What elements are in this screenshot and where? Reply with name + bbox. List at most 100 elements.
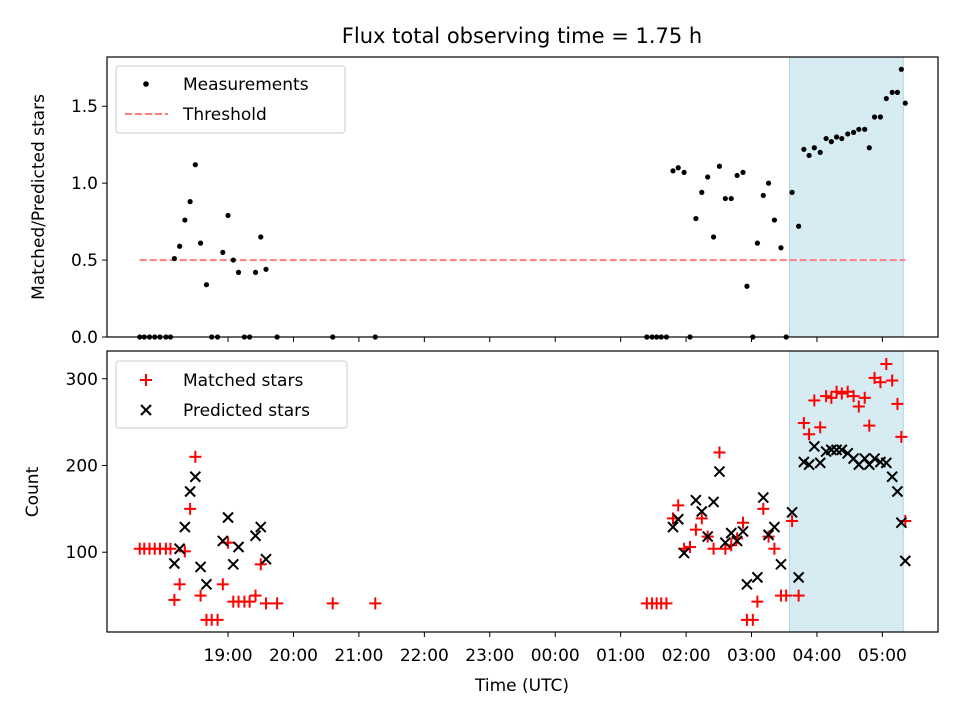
predicted-star-point — [757, 491, 770, 504]
x-axis-label: Time (UTC) — [474, 676, 569, 696]
measurement-point — [177, 243, 183, 249]
matched-star-point — [852, 400, 865, 413]
predicted-star-point — [792, 571, 805, 584]
top-axes-frame — [106, 56, 939, 338]
predicted-star-point — [719, 536, 732, 549]
matched-star-point — [211, 613, 224, 626]
measurement-point — [898, 66, 904, 72]
measurement-point — [734, 172, 740, 179]
measurement-point — [760, 192, 766, 199]
predicted-star-point — [184, 485, 196, 498]
matched-star-point — [243, 595, 256, 608]
measurement-point — [710, 234, 717, 240]
predicted-star-point — [859, 452, 871, 465]
legend-measurements-marker — [143, 81, 149, 87]
matched-star-point — [689, 523, 702, 536]
predicted-star-point — [217, 535, 229, 547]
matched-star-point — [808, 394, 821, 407]
measurement-point — [850, 129, 857, 135]
predicted-star-point — [227, 558, 239, 571]
predicted-star-point — [830, 444, 843, 456]
x-tick-label: 05:00 — [858, 646, 907, 666]
matched-star-point — [820, 390, 833, 403]
matched-star-point — [858, 391, 871, 404]
x-tick-label: 01:00 — [596, 646, 645, 666]
top-y-tick-label: 1.5 — [71, 97, 98, 117]
matched-star-point — [762, 530, 775, 543]
matched-star-point — [751, 595, 764, 608]
matched-star-point — [189, 450, 202, 463]
matched-star-point — [886, 374, 899, 387]
matched-star-point — [797, 416, 810, 429]
measurement-point — [828, 139, 834, 145]
measurement-point — [675, 165, 681, 171]
matched-star-point — [684, 541, 697, 554]
predicted-star-point — [803, 458, 815, 471]
measurement-point — [722, 195, 728, 202]
predicted-star-point — [880, 457, 893, 469]
measurement-point — [902, 100, 908, 106]
top-highlight-span — [788, 56, 904, 338]
predicted-star-point — [222, 511, 234, 524]
measurement-point — [716, 163, 723, 169]
matched-star-point — [271, 597, 284, 610]
matched-star-point — [768, 542, 781, 555]
measurement-point — [817, 149, 823, 155]
measurement-point — [681, 169, 687, 175]
x-tick-label: 03:00 — [727, 646, 776, 666]
matched-star-point — [835, 387, 848, 400]
measurement-point — [894, 89, 901, 95]
x-tick-label: 19:00 — [204, 646, 253, 666]
measurement-point — [839, 135, 845, 142]
bottom-y-tick-label: 100 — [66, 543, 98, 563]
measurement-point — [187, 199, 193, 205]
x-tick-label: 02:00 — [662, 646, 711, 666]
measurement-point — [693, 215, 699, 222]
predicted-star-point — [775, 558, 787, 571]
matched-star-point — [746, 613, 759, 626]
matched-star-point — [825, 391, 838, 404]
predicted-star-point — [690, 494, 702, 506]
predicted-star-point — [260, 553, 272, 565]
matched-star-point — [326, 597, 339, 610]
matched-star-point — [254, 558, 267, 571]
predicted-star-point — [762, 529, 775, 541]
x-tick-label: 21:00 — [334, 646, 383, 666]
measurement-point — [796, 223, 802, 229]
legend-matched-marker — [140, 374, 152, 386]
measurement-point — [225, 212, 231, 219]
predicted-star-point — [808, 440, 821, 453]
measurement-point — [823, 135, 829, 142]
bottom-legend: Matched stars Predicted stars — [115, 360, 348, 429]
matched-star-point — [660, 597, 673, 610]
measurement-point — [789, 189, 795, 195]
measurement-point — [258, 234, 264, 240]
predicted-star-point — [696, 505, 708, 518]
measurement-point — [220, 249, 226, 255]
measurement-point — [765, 180, 772, 186]
measurement-point — [877, 114, 884, 120]
predicted-star-point — [249, 530, 262, 542]
matched-star-point — [173, 578, 186, 591]
matched-star-point — [672, 499, 685, 512]
predicted-star-point — [255, 521, 267, 533]
x-tick-label: 04:00 — [792, 646, 841, 666]
matched-star-point — [803, 428, 816, 441]
matched-star-point — [184, 502, 197, 515]
predicted-star-point — [731, 535, 743, 547]
measurement-point — [778, 245, 784, 251]
bottom-y-axis-label: Count — [23, 466, 43, 517]
top-plot-area: 0.0 0.5 1.0 1.5 — [71, 56, 939, 348]
predicted-star-point — [895, 517, 908, 529]
predicted-star-point — [737, 525, 749, 538]
predicted-star-point — [899, 555, 911, 567]
measurement-point — [192, 162, 198, 168]
measurement-point — [728, 195, 734, 202]
predicted-star-point — [825, 444, 838, 456]
measurement-point — [754, 240, 761, 246]
legend-predicted-marker — [140, 404, 152, 416]
matched-star-point — [737, 516, 750, 529]
measurement-point — [705, 174, 711, 180]
measurement-point — [883, 95, 889, 102]
